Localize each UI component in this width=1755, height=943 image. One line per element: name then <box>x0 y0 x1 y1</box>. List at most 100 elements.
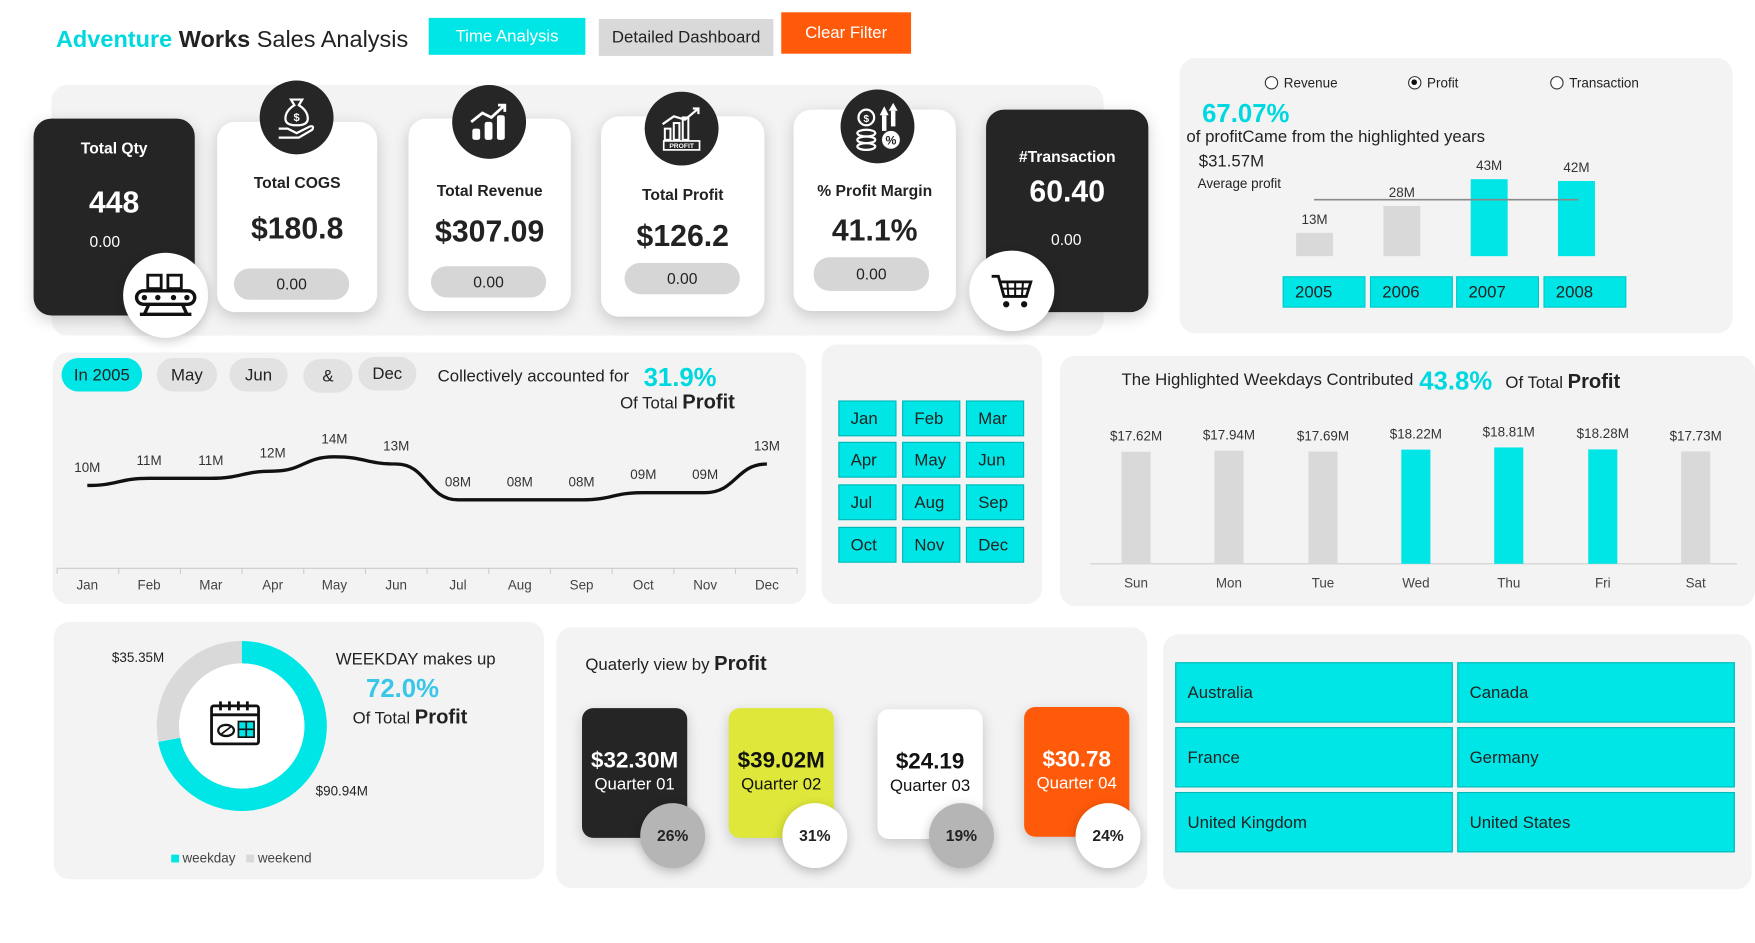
month-button-sep[interactable]: Sep <box>965 484 1025 521</box>
weekday-bar-label: $18.81M <box>1483 424 1535 439</box>
weekend-value-label: $35.35M <box>111 649 165 666</box>
donut-title: WEEKDAY makes up <box>335 649 496 669</box>
slicer-and[interactable]: & <box>303 359 353 393</box>
monthly-line-chart: 10M Jan 11M Feb 11M Mar 12M Apr 14M May 13M Jun 08M J… <box>56 431 798 593</box>
donut-slice-weekend <box>156 640 243 742</box>
donut-percent: 72.0% <box>365 673 439 703</box>
of-total-text: Of Total <box>352 709 411 729</box>
quarter-label: Quarter 04 <box>1036 774 1117 794</box>
month-data-label: 11M <box>198 453 223 468</box>
kpi-sub: 0.00 <box>430 266 547 298</box>
radio-label: Revenue <box>1283 74 1338 91</box>
weekday-bar-label: $18.22M <box>1390 426 1442 441</box>
month-axis-label: Nov <box>693 578 717 593</box>
month-button-jul[interactable]: Jul <box>838 484 897 521</box>
weekday-bar-chart: $17.62M Sun $17.94M Mon $17.69M Tue $18.22M Wed… <box>1090 424 1738 590</box>
weekday-axis-label: Tue <box>1312 575 1335 590</box>
radio-circle[interactable] <box>1408 76 1422 90</box>
year-button-2008[interactable]: 2008 <box>1543 276 1627 308</box>
kpi-sub: 0.00 <box>89 232 121 251</box>
measure-text: Profit <box>714 652 767 675</box>
profit-line <box>87 455 767 502</box>
year-button-2007[interactable]: 2007 <box>1456 276 1539 308</box>
month-data-label: 08M <box>445 474 471 489</box>
of-total-text: Of Total <box>1505 373 1563 393</box>
yearly-panel: Revenue Profit Transaction 67.07% of pro… <box>1179 58 1733 334</box>
year-bar <box>1558 180 1595 257</box>
kpi-label: Total Revenue <box>436 181 543 200</box>
month-axis-label: Feb <box>138 578 161 593</box>
year-button-2005[interactable]: 2005 <box>1282 276 1366 308</box>
year-button-2006[interactable]: 2006 <box>1369 276 1453 308</box>
quarterly-title: Quaterly view by Profit <box>585 652 766 675</box>
slicer-may[interactable]: May <box>156 357 218 392</box>
kpi-label: Total COGS <box>253 173 341 192</box>
weekday-donut-chart <box>156 640 327 811</box>
month-button-may[interactable]: May <box>902 441 961 478</box>
month-data-label: 13M <box>383 439 409 454</box>
kpi-sub: 0.00 <box>624 262 740 295</box>
quarter-value: $30.78 <box>1042 747 1111 772</box>
month-data-label: 09M <box>692 467 718 482</box>
year-bar <box>1383 206 1421 257</box>
country-united-states[interactable]: United States <box>1457 791 1735 853</box>
kpi-value: $307.09 <box>435 214 545 249</box>
kpi-label: % Profit Margin <box>817 181 933 200</box>
weekday-of-total: Of Total Profit <box>1505 370 1620 393</box>
country-australia[interactable]: Australia <box>1175 662 1453 723</box>
month-axis-label: May <box>322 578 348 593</box>
month-data-label: 10M <box>74 460 100 475</box>
month-button-nov[interactable]: Nov <box>902 526 961 563</box>
month-button-jun[interactable]: Jun <box>965 441 1025 478</box>
weekday-axis-label: Sun <box>1124 575 1148 590</box>
radio-circle[interactable] <box>1550 76 1564 90</box>
weekday-bar <box>1121 451 1151 564</box>
month-axis-label: Dec <box>755 578 779 593</box>
month-axis-label: Apr <box>262 578 283 593</box>
weekday-bar <box>1588 449 1618 564</box>
month-button-apr[interactable]: Apr <box>838 441 897 478</box>
slicer-jun[interactable]: Jun <box>229 357 288 392</box>
weekday-description: The Highlighted Weekdays Contributed <box>1121 370 1414 390</box>
weekday-bar-label: $17.94M <box>1203 427 1255 442</box>
month-button-oct[interactable]: Oct <box>838 526 897 563</box>
month-data-label: 13M <box>754 439 780 454</box>
quarter-share-1: 26% <box>640 803 706 869</box>
legend-weekday: weekday <box>171 850 235 866</box>
month-data-label: 12M <box>260 446 286 461</box>
kpi-value: $126.2 <box>636 219 729 253</box>
country-france[interactable]: France <box>1175 727 1453 788</box>
country-united-kingdom[interactable]: United Kingdom <box>1175 791 1453 853</box>
detailed-dashboard-button[interactable]: Detailed Dashboard <box>598 19 774 56</box>
slicer-year[interactable]: In 2005 <box>61 357 143 392</box>
month-button-feb[interactable]: Feb <box>902 400 961 437</box>
time-analysis-button[interactable]: Time Analysis <box>428 17 586 55</box>
weekday-bar-label: $18.28M <box>1577 426 1629 441</box>
money-hand-icon: $ <box>259 80 334 155</box>
year-bar <box>1470 179 1508 257</box>
month-button-aug[interactable]: Aug <box>902 484 961 521</box>
month-data-label: 09M <box>630 467 656 482</box>
radio-transaction[interactable]: Transaction <box>1550 75 1639 91</box>
country-canada[interactable]: Canada <box>1457 662 1735 723</box>
radio-circle[interactable] <box>1264 76 1279 90</box>
slicer-dec[interactable]: Dec <box>358 356 417 391</box>
legend-label: weekday <box>182 850 236 866</box>
weekday-percent: 43.8% <box>1419 365 1493 395</box>
radio-revenue[interactable]: Revenue <box>1264 74 1338 91</box>
kpi-total-cogs: Total COGS $180.8 0.00 <box>217 121 378 313</box>
month-button-jan[interactable]: Jan <box>838 400 897 437</box>
month-button-dec[interactable]: Dec <box>965 526 1025 563</box>
kpi-label: Total Profit <box>641 185 724 204</box>
kpi-label: Total Qty <box>80 138 148 157</box>
quarter-share-2: 31% <box>782 803 848 869</box>
month-button-mar[interactable]: Mar <box>965 400 1025 437</box>
weekday-axis-label: Wed <box>1402 575 1429 590</box>
clear-filter-button[interactable]: Clear Filter <box>781 12 912 54</box>
country-germany[interactable]: Germany <box>1457 727 1735 788</box>
quarterly-title-text: Quaterly view by <box>585 655 710 675</box>
month-axis-label: Aug <box>508 578 532 593</box>
weekday-bar <box>1401 449 1431 564</box>
radio-profit[interactable]: Profit <box>1408 75 1458 91</box>
weekday-bar <box>1214 450 1244 564</box>
